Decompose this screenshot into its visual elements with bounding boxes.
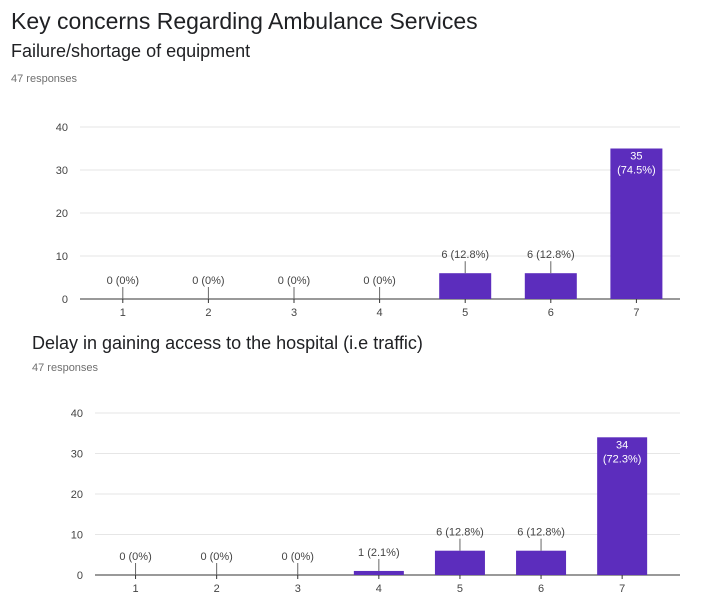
x-tick-label: 1 [120,307,126,319]
y-tick-label: 30 [71,449,83,461]
bar-chart-1: 0 10 20 30 40 1 0 (0%) 2 0 (0%) 3 0 (0%) 4 0 (0%) 5 6 … [56,122,680,319]
data-label: 0 (0%) [200,551,232,563]
bar [439,273,492,299]
bar [434,550,485,575]
y-tick-label: 10 [71,530,83,542]
page-title: Key concerns Regarding Ambulance Service… [11,8,478,34]
data-label: 6 (12.8%) [517,527,565,539]
data-label: 1 (2.1%) [358,547,400,559]
x-tick-label: 3 [291,307,297,319]
data-label-value: 35 [630,151,642,163]
y-tick-label: 10 [56,251,68,263]
y-tick-label: 20 [71,489,83,501]
data-label: 0 (0%) [278,275,310,287]
data-label-percent: (74.5%) [617,165,656,177]
data-label-percent: (72.3%) [603,453,642,465]
data-label: 0 (0%) [282,551,314,563]
x-tick-label: 1 [132,583,138,595]
data-label: 0 (0%) [363,275,395,287]
y-tick-label: 30 [56,165,68,177]
bar [516,550,567,575]
bar [524,273,577,299]
y-tick-label: 0 [77,570,83,582]
bar [610,148,663,299]
response-count-1: 47 responses [11,73,78,85]
y-tick-label: 40 [71,408,83,420]
data-label: 6 (12.8%) [441,249,489,261]
response-count-2: 47 responses [32,362,99,374]
data-label-value: 34 [616,439,628,451]
data-label: 6 (12.8%) [436,527,484,539]
x-tick-label: 2 [214,583,220,595]
x-tick-label: 5 [462,307,468,319]
data-label: 0 (0%) [119,551,151,563]
y-tick-label: 40 [56,122,68,134]
x-tick-label: 7 [619,583,625,595]
x-tick-label: 5 [457,583,463,595]
data-label: 0 (0%) [107,275,139,287]
x-tick-label: 4 [377,307,383,319]
y-tick-label: 0 [62,294,68,306]
x-tick-label: 3 [295,583,301,595]
y-tick-label: 20 [56,208,68,220]
data-label: 0 (0%) [192,275,224,287]
x-tick-label: 6 [538,583,544,595]
x-tick-label: 2 [205,307,211,319]
bar [353,570,404,575]
question-title-1: Failure/shortage of equipment [11,41,251,61]
bar [597,437,648,575]
x-tick-label: 7 [633,307,639,319]
question-title-2: Delay in gaining access to the hospital … [32,333,423,353]
data-label: 6 (12.8%) [527,249,575,261]
x-tick-label: 6 [548,307,554,319]
x-tick-label: 4 [376,583,382,595]
